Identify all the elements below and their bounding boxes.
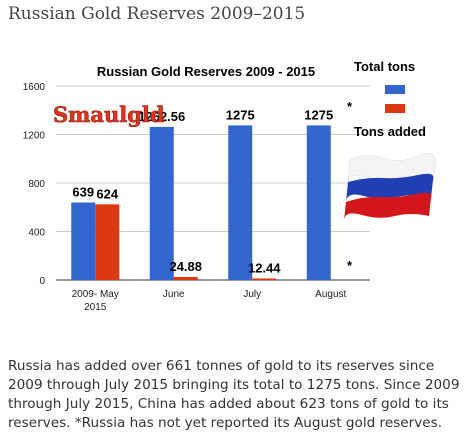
smaulgld-logo: Smaulgld — [53, 102, 165, 128]
data-labels: 639 624 1262.56 24.88 1275 12.44 1275 — [72, 107, 333, 275]
legend-added-label: Tons added — [354, 124, 426, 139]
data-label: 12.44 — [248, 260, 281, 275]
data-label: 639 — [72, 185, 94, 200]
y-tick-label: 1600 — [23, 82, 46, 93]
caption: Russia has added over 661 tonnes of gold… — [8, 358, 460, 431]
bar-total — [228, 125, 253, 280]
y-tick-label: 400 — [28, 228, 45, 239]
y-tick-label: 800 — [28, 179, 45, 190]
russia-flag-icon — [344, 152, 437, 220]
y-tick-label: 0 — [39, 276, 45, 287]
bar-added — [173, 276, 198, 280]
bar-total — [71, 202, 96, 280]
page-title: Russian Gold Reserves 2009–2015 — [8, 4, 306, 24]
legend-total-swatch — [385, 85, 405, 94]
y-tick-labels: 0 400 800 1200 1600 — [23, 82, 46, 287]
annotation-asterisk-bottom: * — [347, 258, 353, 273]
x-tick-label: July — [243, 289, 261, 300]
logo-text: Smaulgld — [53, 102, 165, 127]
data-label: 1275 — [226, 107, 255, 122]
data-label: 1262.56 — [138, 109, 185, 124]
data-label: 624 — [96, 186, 118, 201]
x-tick-label: 2009- May 2015 — [72, 289, 119, 313]
chart-title: Russian Gold Reserves 2009 - 2015 — [97, 64, 315, 79]
annotation-asterisk-top: * — [347, 99, 353, 114]
legend-added-swatch — [385, 104, 405, 113]
chart: 0 400 800 1200 1600 639 624 1262.56 24.88 1275 12… — [23, 59, 437, 313]
bar-added — [252, 278, 277, 280]
bar-added — [95, 204, 120, 280]
chart-bars — [71, 125, 331, 280]
x-tick-labels: 2009- May 2015 June July August — [72, 289, 347, 313]
y-tick-label: 1200 — [23, 131, 46, 142]
bar-total — [149, 126, 174, 280]
data-label: 1275 — [304, 107, 333, 122]
legend-total-label: Total tons — [354, 59, 415, 74]
data-label: 24.88 — [169, 259, 202, 274]
x-tick-label: August — [315, 289, 346, 300]
bar-total — [306, 125, 331, 280]
x-tick-label: June — [163, 289, 185, 300]
